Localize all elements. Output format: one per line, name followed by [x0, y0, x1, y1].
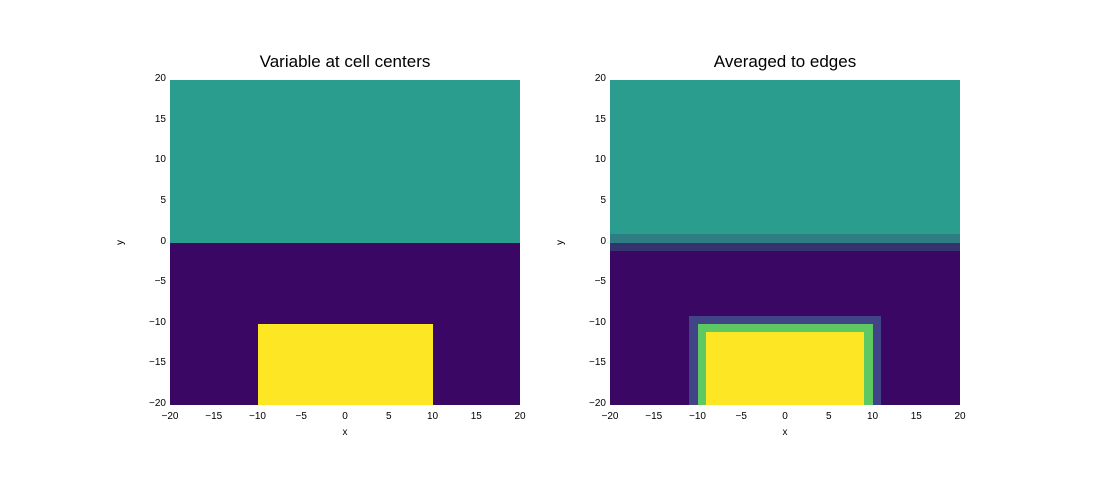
xtick-label: 5: [369, 411, 409, 422]
heatmap-region: [610, 80, 960, 234]
heatmap-region: [170, 80, 520, 243]
xtick-label: −10: [678, 411, 718, 422]
ylabel-left: y: [115, 240, 126, 245]
ytick-label: −20: [126, 398, 166, 409]
ylabel-right: y: [555, 240, 566, 245]
ytick-label: 20: [126, 73, 166, 84]
plot-area-right: [610, 80, 960, 405]
subplot-left-title: Variable at cell centers: [170, 52, 520, 72]
ytick-label: −10: [566, 317, 606, 328]
xtick-label: −15: [194, 411, 234, 422]
heatmap-region: [258, 324, 433, 405]
ytick-label: 15: [126, 114, 166, 125]
ytick-label: −5: [126, 276, 166, 287]
ytick-label: 5: [566, 195, 606, 206]
xtick-label: −20: [590, 411, 630, 422]
xtick-label: 10: [853, 411, 893, 422]
xtick-label: 20: [500, 411, 540, 422]
ytick-label: 10: [126, 154, 166, 165]
xlabel-right: x: [610, 427, 960, 438]
ytick-label: −10: [126, 317, 166, 328]
ytick-label: 20: [566, 73, 606, 84]
subplot-right: Averaged to edges x y −20−15−10−50510152…: [610, 80, 960, 405]
xtick-label: 0: [765, 411, 805, 422]
ytick-label: −5: [566, 276, 606, 287]
heatmap-region: [610, 234, 960, 242]
ytick-label: −20: [566, 398, 606, 409]
xtick-label: 15: [896, 411, 936, 422]
xtick-label: −15: [634, 411, 674, 422]
xtick-label: −10: [238, 411, 278, 422]
xtick-label: 20: [940, 411, 980, 422]
xtick-label: 0: [325, 411, 365, 422]
ytick-label: 5: [126, 195, 166, 206]
ytick-label: 15: [566, 114, 606, 125]
xtick-label: 10: [413, 411, 453, 422]
heatmap-region: [610, 243, 960, 251]
ytick-label: −15: [566, 357, 606, 368]
ytick-label: 0: [566, 236, 606, 247]
xtick-label: −5: [281, 411, 321, 422]
ytick-label: −15: [126, 357, 166, 368]
ytick-label: 0: [126, 236, 166, 247]
heatmap-region: [706, 332, 864, 405]
subplot-left: Variable at cell centers x y −20−15−10−5…: [170, 80, 520, 405]
xtick-label: −20: [150, 411, 190, 422]
figure: Variable at cell centers x y −20−15−10−5…: [0, 0, 1100, 500]
subplot-right-title: Averaged to edges: [610, 52, 960, 72]
xtick-label: 5: [809, 411, 849, 422]
xlabel-left: x: [170, 427, 520, 438]
plot-area-left: [170, 80, 520, 405]
xtick-label: −5: [721, 411, 761, 422]
ytick-label: 10: [566, 154, 606, 165]
xtick-label: 15: [456, 411, 496, 422]
